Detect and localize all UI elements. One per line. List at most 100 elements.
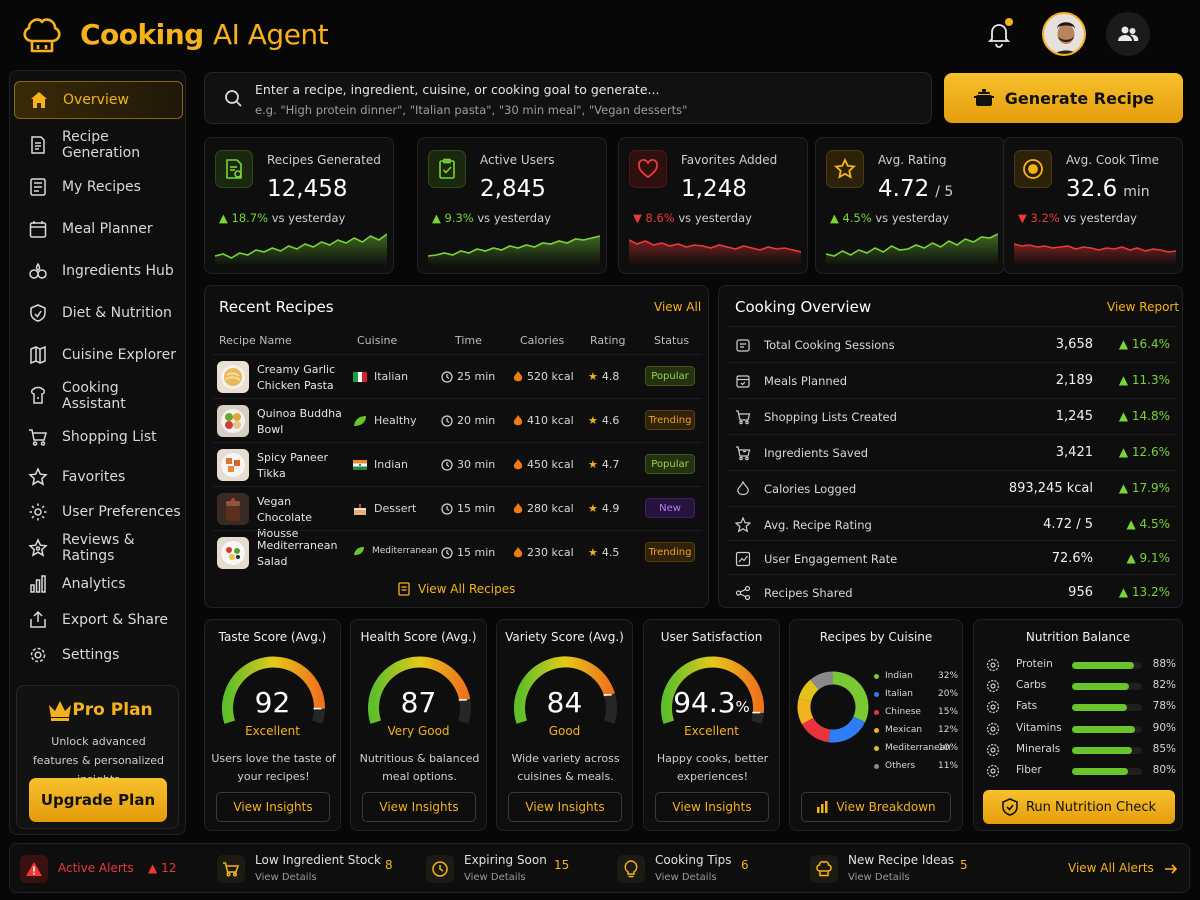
run-nutrition-check-button[interactable]: Run Nutrition Check [983, 790, 1175, 824]
sidebar-item-user-preferences[interactable]: User Preferences [14, 493, 183, 531]
gauge-arc [661, 656, 764, 724]
clock-icon [441, 458, 453, 471]
timer-icon [1014, 150, 1052, 188]
sidebar-item-cuisine-explorer[interactable]: Cuisine Explorer [14, 336, 183, 374]
gauge-title: Taste Score (Avg.) [218, 630, 327, 644]
alerts-bar: Active Alerts ▲ 12 Low Ingredient Stock V… [9, 843, 1190, 893]
nutrition-row: Vitamins 90% [986, 720, 1176, 738]
sidebar-item-analytics[interactable]: Analytics [14, 565, 183, 603]
stat-card-active-users: Active Users 2,845 ▲ 9.3% vs yesterday [417, 137, 607, 274]
stat-change: ▼ 3.2% vs yesterday [1018, 211, 1137, 225]
sidebar-item-favorites[interactable]: Favorites [14, 458, 183, 496]
upgrade-plan-button[interactable]: Upgrade Plan [29, 778, 167, 822]
calories-cell: 520 kcal [513, 370, 574, 383]
view-all-alerts-link[interactable]: View All Alerts [1068, 844, 1183, 894]
cart-icon [217, 855, 245, 883]
star-icon: ★ [588, 546, 598, 559]
sidebar-item-recipe-generation[interactable]: Recipe Generation [14, 126, 183, 164]
team-button[interactable] [1106, 12, 1150, 56]
table-row[interactable]: Quinoa Buddha Bowl Healthy 20 min 410 kc… [213, 398, 702, 442]
alert-expiring-soon[interactable]: Expiring Soon View Details 15 [426, 844, 586, 894]
legend-item: Mexican [874, 725, 922, 735]
search-input[interactable]: Enter a recipe, ingredient, cuisine, or … [204, 72, 932, 124]
table-row[interactable]: Spicy Paneer Tikka Indian 30 min 450 kca… [213, 442, 702, 486]
alert-new-recipe-ideas[interactable]: New Recipe Ideas View Details 5 [810, 844, 980, 894]
clock-icon [441, 414, 453, 427]
sidebar-item-shopping-list[interactable]: Shopping List [14, 418, 183, 456]
stat-value: 4.72/ 5 [878, 176, 954, 202]
sidebar-item-meal-planner[interactable]: Meal Planner [14, 210, 183, 248]
sidebar-item-cooking-assistant[interactable]: Cooking Assistant [14, 377, 183, 415]
sidebar: Overview Recipe Generation My Recipes Me… [9, 70, 186, 835]
sidebar-item-reviews-ratings[interactable]: Reviews & Ratings [14, 529, 183, 567]
gauge-title: User Satisfaction [660, 630, 763, 644]
sparkline-area [1014, 244, 1176, 266]
cuisine-donut-chart [797, 671, 869, 743]
recipe-name: Spicy Paneer Tikka [257, 451, 328, 480]
india-flag-icon [353, 459, 367, 470]
sidebar-item-export-share[interactable]: Export & Share [14, 601, 183, 639]
alert-low-ingredient-stock[interactable]: Low Ingredient Stock View Details 8 [217, 844, 397, 894]
generate-recipe-button[interactable]: Generate Recipe [944, 73, 1183, 123]
view-insights-button[interactable]: View Insights [508, 792, 622, 822]
gauge-quality: Excellent [684, 724, 739, 738]
overview-row: Recipes Shared 956 ▲ 13.2% [727, 574, 1176, 610]
donut-slice-others [810, 671, 834, 690]
view-all-recipes-link[interactable]: View All Recipes [397, 582, 515, 596]
cooking-overview-panel: Cooking Overview View Report Total Cooki… [718, 285, 1183, 608]
sidebar-item-my-recipes[interactable]: My Recipes [14, 168, 183, 206]
chef-hat-logo-icon [18, 11, 66, 59]
sparkline-area [826, 234, 998, 266]
pot-icon [736, 339, 750, 352]
stat-card-avg-cook-time: Avg. Cook Time 32.6 min ▼ 3.2% vs yesterd… [1003, 137, 1183, 274]
cooking-overview-title: Cooking Overview [735, 298, 872, 316]
view-all-link[interactable]: View All [654, 300, 702, 314]
flame-icon [513, 458, 523, 469]
sparkline [1014, 243, 1176, 266]
crown-icon [49, 701, 71, 721]
sidebar-item-settings[interactable]: Settings [14, 636, 183, 674]
nutrition-bar-fill [1072, 683, 1130, 690]
recipe-book-icon [398, 582, 410, 596]
sparkline [428, 235, 600, 266]
overview-row: Meals Planned 2,189 ▲ 11.3% [727, 362, 1176, 398]
status-badge: Trending [645, 410, 695, 430]
stat-value: 12,458 [267, 176, 348, 202]
stat-card-avg-rating: Avg. Rating 4.72/ 5 ▲ 4.5% vs yesterday [815, 137, 1005, 274]
sidebar-item-diet-nutrition[interactable]: Diet & Nutrition [14, 294, 183, 332]
arrow-right-icon [1165, 864, 1178, 874]
flame-icon [513, 370, 523, 381]
bell-icon[interactable] [986, 20, 1012, 48]
view-breakdown-button[interactable]: View Breakdown [801, 792, 951, 822]
status-badge: New [645, 498, 695, 518]
overview-row: User Engagement Rate 72.6% ▲ 9.1% [727, 540, 1176, 576]
gauge-title: Health Score (Avg.) [360, 630, 477, 644]
donut-slice-chinese [801, 717, 831, 743]
gauge-fill [661, 656, 764, 724]
cuisine-title: Recipes by Cuisine [819, 630, 933, 644]
time-cell: 15 min [441, 502, 495, 515]
leaf-icon [354, 415, 366, 426]
time-cell: 20 min [441, 414, 495, 427]
view-insights-button[interactable]: View Insights [655, 792, 769, 822]
sidebar-item-ingredients-hub[interactable]: Ingredients Hub [14, 252, 183, 290]
alert-cooking-tips[interactable]: Cooking Tips View Details 6 [617, 844, 767, 894]
view-insights-button[interactable]: View Insights [216, 792, 330, 822]
stat-value: 2,845 [480, 176, 546, 202]
gauge-value: 87 [400, 686, 437, 719]
cart-icon [736, 410, 751, 425]
table-row[interactable]: Creamy Garlic Chicken Pasta Italian 25 m… [213, 354, 702, 398]
table-row[interactable]: Vegan Chocolate Mousse Dessert 15 min 28… [213, 486, 702, 540]
nutrition-bar-fill [1072, 747, 1132, 754]
recipes-by-cuisine-card: Recipes by Cuisine Indian 32% Italian 20% … [789, 619, 963, 831]
sparkline-area [629, 240, 801, 266]
active-alerts[interactable]: Active Alerts ▲ 12 [20, 844, 190, 894]
sidebar-item-overview[interactable]: Overview [14, 81, 183, 119]
star-icon [735, 517, 751, 533]
view-insights-button[interactable]: View Insights [362, 792, 476, 822]
avatar[interactable] [1042, 12, 1086, 56]
gear-badge-icon [986, 743, 1000, 757]
table-row[interactable]: Mediterranean Salad Mediterranean 15 min… [213, 530, 702, 574]
view-report-link[interactable]: View Report [1107, 300, 1180, 314]
nutrition-balance-card: Nutrition Balance Protein 88% Carbs 82% Fa… [973, 619, 1183, 831]
